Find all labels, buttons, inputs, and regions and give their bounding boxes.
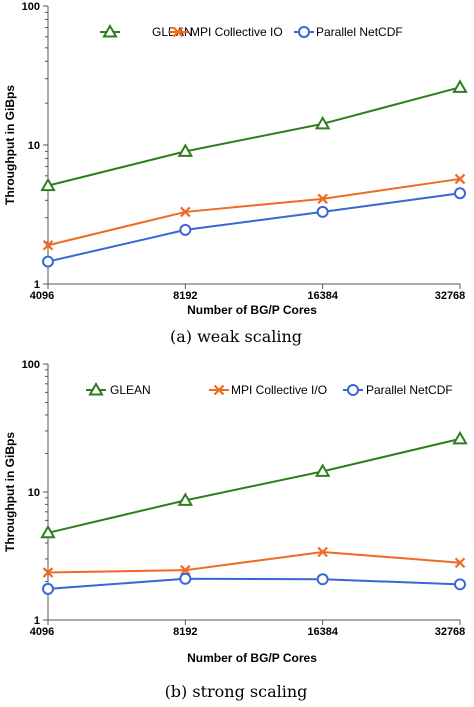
legend-marker	[213, 384, 225, 396]
x-tick-label: 16384	[307, 290, 338, 302]
y-tick-label: 100	[22, 359, 40, 371]
y-tick-label: 1	[34, 615, 40, 627]
x-tick-label: 8192	[173, 626, 197, 638]
series-mpi-collective-io	[42, 173, 466, 251]
data-point	[42, 239, 54, 251]
data-point	[42, 582, 54, 595]
x-tick-label: 32768	[435, 626, 466, 638]
legend-label: MPI Collective IO	[190, 25, 283, 39]
legend-label: MPI Collective I/O	[231, 383, 327, 397]
legend-item: MPI Collective IO	[168, 25, 283, 39]
legend-label: GLEAN	[110, 383, 151, 397]
x-axis-label: Number of BG/P Cores	[187, 651, 317, 665]
y-tick-label: 100	[22, 1, 40, 13]
data-point	[177, 143, 194, 157]
figure-caption: (b) strong scaling	[165, 682, 308, 701]
data-point	[454, 173, 466, 185]
data-point	[452, 430, 468, 445]
series-line	[47, 550, 461, 574]
chart-weak-scaling: 1 10 100 4096 8192 16384 32768 Number of BG/P C…	[3, 1, 468, 346]
legend: GLEAN MPI Collective I/O Parallel NetCDF	[86, 381, 453, 397]
data-point	[314, 115, 331, 130]
figure-caption: (a) weak scaling	[170, 327, 302, 346]
legend-marker	[172, 26, 184, 38]
legend-label: Parallel NetCDF	[366, 383, 453, 397]
legend-marker	[347, 384, 359, 396]
x-tick-label: 16384	[307, 626, 338, 638]
legend-item: MPI Collective I/O	[209, 383, 327, 397]
data-point	[314, 463, 331, 477]
data-point	[177, 492, 194, 506]
data-point	[454, 578, 466, 591]
data-point	[42, 567, 54, 578]
x-tick-label: 8192	[173, 290, 197, 302]
y-tick-label: 1	[34, 279, 40, 291]
series-line	[47, 192, 461, 263]
data-point	[454, 557, 466, 569]
data-point	[316, 205, 329, 218]
x-tick-label: 4096	[30, 626, 54, 638]
data-point	[317, 193, 328, 205]
y-tick-label: 10	[28, 140, 40, 152]
series-glean	[40, 430, 468, 539]
data-point	[40, 524, 56, 539]
legend-marker	[298, 26, 310, 38]
series-mpi-collective-i-o	[42, 546, 466, 578]
x-tick-label: 32768	[435, 290, 466, 302]
series-parallel-netcdf	[42, 572, 466, 595]
series-line	[47, 177, 461, 247]
y-tick-label: 10	[28, 487, 40, 499]
data-point	[179, 223, 192, 236]
data-point	[180, 206, 191, 218]
x-tick-label: 4096	[30, 290, 54, 302]
data-point	[454, 187, 466, 200]
series-glean	[40, 79, 468, 192]
series-line	[47, 437, 461, 534]
data-point	[40, 177, 56, 192]
series-line	[47, 577, 461, 590]
data-point	[316, 573, 329, 586]
series-parallel-netcdf	[42, 187, 466, 268]
legend-item: Parallel NetCDF	[343, 383, 453, 397]
data-point	[180, 564, 191, 576]
data-point	[179, 572, 192, 585]
legend-marker	[102, 23, 118, 38]
legend-marker	[88, 381, 104, 396]
chart-strong-scaling: 1 10 100 4096 8192 16384 32768 Number of BG/P C…	[3, 359, 468, 701]
legend-item: GLEAN	[86, 381, 151, 397]
series-line	[47, 86, 461, 187]
data-point	[452, 79, 468, 93]
y-axis-label: Throughput in GiBps	[3, 432, 17, 552]
x-axis-label: Number of BG/P Cores	[187, 303, 317, 317]
legend-item: Parallel NetCDF	[294, 25, 403, 39]
legend-label: Parallel NetCDF	[316, 25, 403, 39]
data-point	[42, 255, 54, 268]
y-axis-label: Throughput in GiBps	[3, 85, 17, 205]
data-point	[317, 546, 328, 558]
